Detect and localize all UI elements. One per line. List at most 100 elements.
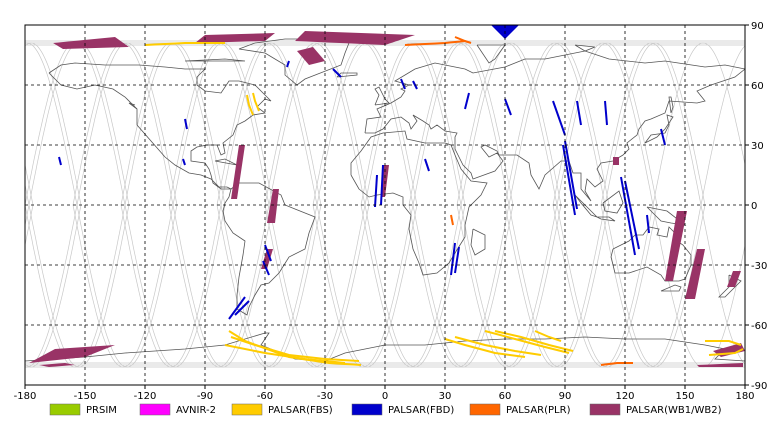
swath-palsar-plr [450,214,454,226]
coastline [128,102,138,110]
legend-swatch [231,403,263,416]
swath-palsar-fbd [454,246,460,274]
legend-swatch [589,403,621,416]
swath-palsar-fbd [552,100,566,136]
swath-palsar-fbd [424,158,430,172]
orbit-track [600,45,745,368]
swath-palsar-wb [665,211,687,281]
swath-palsar-fbs [230,336,360,362]
swath-palsar-wb [697,363,743,367]
lat-tick-label: -30 [751,261,767,272]
coastline [470,228,486,256]
orbit-track [312,42,514,368]
lon-tick-label: -60 [257,391,273,402]
axis-ticks: -180 -150 -120 -90 -60 -30 0 30 60 90 120 150 180 90 6… [14,21,768,402]
coastline [214,158,238,166]
orbit-track [168,42,370,368]
lon-tick-label: -150 [74,391,97,402]
swath-palsar-fbd [286,60,290,68]
coastline [610,226,692,282]
swath-palsar-fbs [252,92,260,112]
lat-tick-label: 60 [751,81,764,92]
coastline [364,50,745,202]
swath-palsar-wb [195,33,275,43]
orbit-track [25,42,226,368]
lon-tick-label: 150 [675,391,694,402]
lon-tick-label: 0 [382,391,388,402]
coastline [48,62,272,190]
swath-palsar-fbs [534,330,562,342]
coastline [602,190,624,214]
swath-palsar-fbd [660,128,666,146]
legend-swatch [351,403,383,416]
swath-palsar-fbd [332,68,342,78]
swath-palsar-wb [613,157,619,165]
orbit-track [72,42,274,368]
swath-palsar-fbd [450,242,456,276]
lon-tick-label: -180 [14,391,37,402]
legend-label: AVNIR-2 [176,405,216,416]
swath-palsar-fbd [228,296,246,320]
legend-swatch [139,403,171,416]
lat-tick-label: 90 [751,21,764,32]
swath-palsar-wb [295,31,415,45]
coastline [374,86,390,106]
swath-palsar-fbd [620,176,636,256]
legend-label: PALSAR(FBD) [388,405,454,416]
swath-palsar-fbs [444,338,526,358]
lon-tick-label: 60 [499,391,512,402]
coastline [184,58,246,62]
legend-swatch [49,403,81,416]
swath-palsar-fbd [184,118,188,130]
swath-palsar-fbd [400,78,406,90]
swath-palsar-fbd [262,260,270,276]
lat-tick-label: 0 [751,201,757,212]
coastline [238,38,350,86]
coastline [596,216,616,222]
coastline [476,44,506,64]
swath-palsar-wb [685,249,705,299]
swath-palsar-plr [454,36,472,44]
swath-palsar-wb [297,47,325,65]
lon-tick-label: 120 [615,391,634,402]
swath-palsar-wb [267,189,279,223]
lon-tick-label: -90 [197,391,213,402]
orbit-track [408,42,610,368]
lat-tick-label: -60 [751,321,767,332]
coastline [668,96,674,114]
swath-palsar-fbs [454,336,542,356]
swath-palsar-fbd [624,180,640,250]
orbit-track [552,42,745,368]
lat-tick-label: 30 [751,141,764,152]
lon-tick-label: 30 [439,391,452,402]
lon-tick-label: -120 [134,391,157,402]
orbit-track [25,42,178,368]
legend-label: PALSAR(WB1/WB2) [626,405,722,416]
swath-palsar-fbd [58,156,62,166]
orbit-track [216,42,418,368]
legend-swatch [469,403,501,416]
swath-palsar-wb [39,363,75,367]
lon-tick-label: -30 [317,391,333,402]
legend-label: PALSAR(FBS) [268,405,333,416]
swath-palsar-wb [53,37,129,49]
swath-palsar-plr [600,362,633,366]
coastline [660,284,682,292]
swath-palsar-fbd [604,100,608,126]
coastline [644,114,674,144]
orbit-track [25,204,82,368]
swath-palsar-fbd [464,92,470,110]
legend-label: PALSAR(PLR) [506,405,571,416]
swath-palsar-fbd [504,98,512,116]
orbit-track [25,42,82,206]
swath-palsar-fbs [705,340,742,346]
swath-palsar-fbs [708,348,744,356]
swath-palsar-fbd [576,100,582,126]
coastline [222,182,316,316]
legend-label: PRSIM [86,405,117,416]
lon-tick-label: 180 [735,391,754,402]
swath-palsar-fbd [562,144,576,216]
swath-palsar-fbd [646,214,650,234]
orbit-track [264,42,466,368]
swath-palsar-wb [727,271,741,287]
